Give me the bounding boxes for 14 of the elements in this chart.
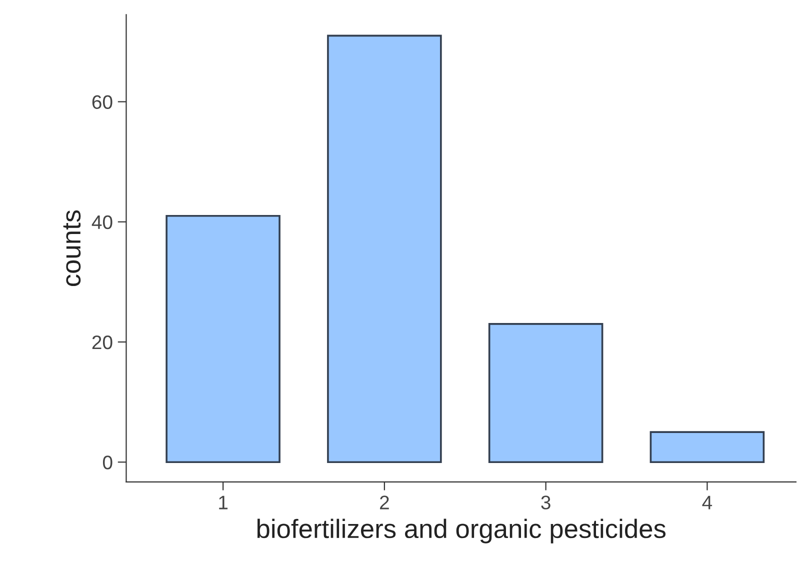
x-tick-label: 3	[541, 496, 550, 510]
x-tick-label: 2	[380, 496, 389, 510]
y-tick-label: 20	[92, 335, 112, 350]
bar	[488, 323, 604, 464]
bar	[327, 34, 442, 464]
x-tick-label: 4	[702, 496, 712, 510]
y-tick-label: 40	[92, 215, 112, 230]
x-axis-title: biofertilizers and organic pesticides	[257, 518, 666, 544]
x-tick-label: 1	[219, 496, 228, 510]
y-tick-label: 60	[92, 95, 112, 109]
y-axis-title: counts	[63, 210, 81, 286]
bar	[650, 431, 765, 464]
y-tick-label: 0	[102, 456, 112, 470]
bar	[166, 214, 280, 464]
